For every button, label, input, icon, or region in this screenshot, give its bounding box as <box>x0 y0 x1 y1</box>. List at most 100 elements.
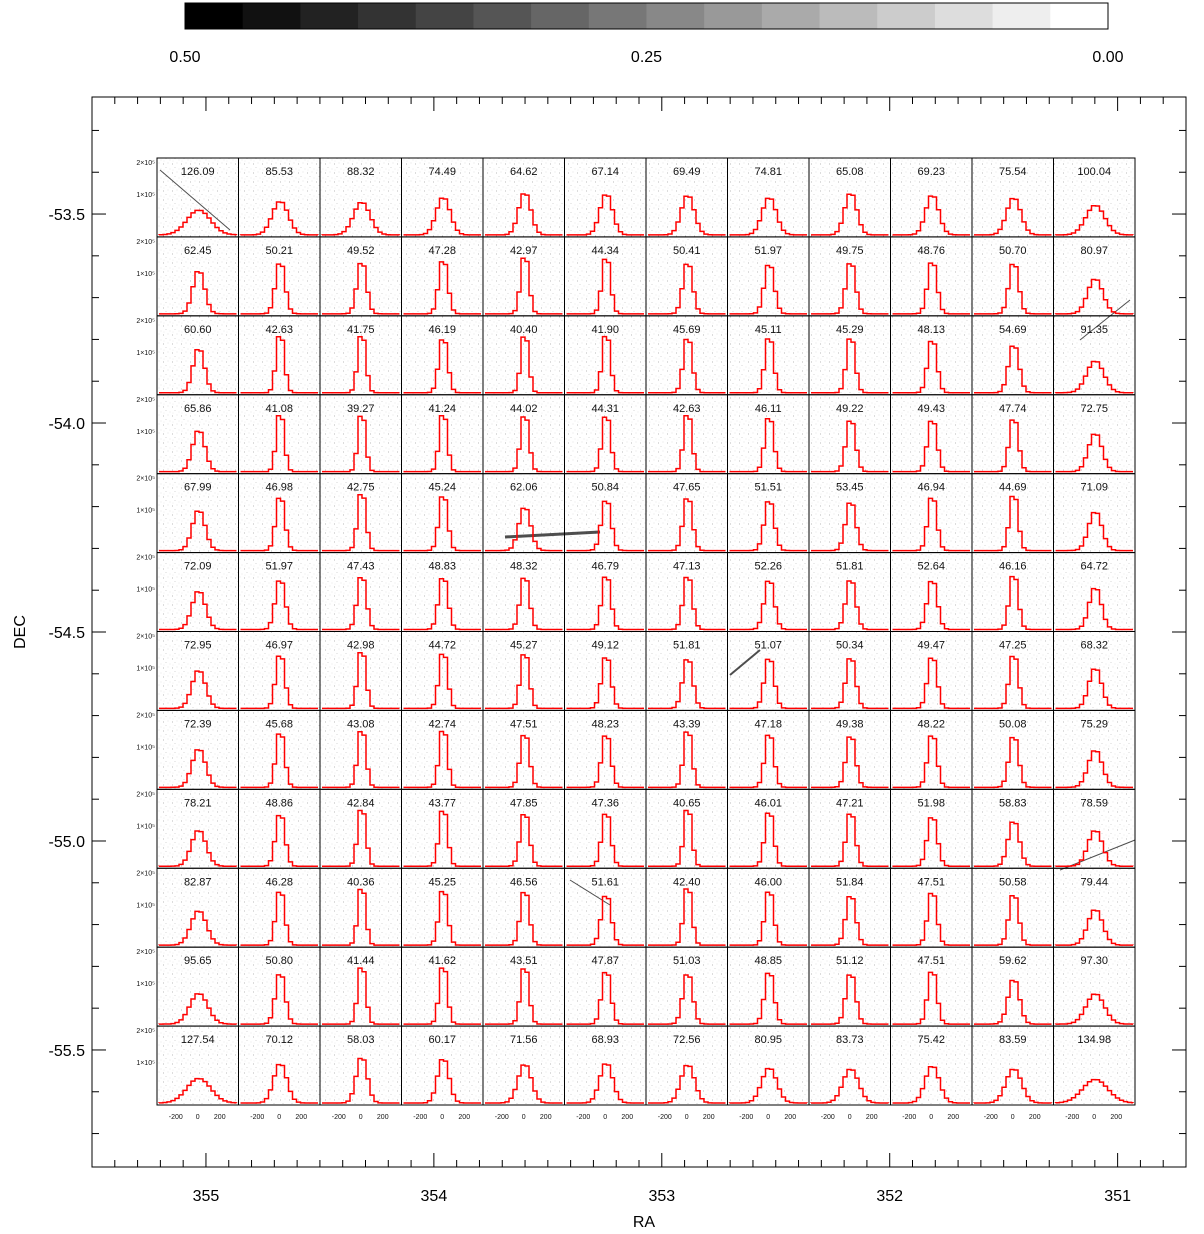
panel-value-label: 72.95 <box>184 640 212 652</box>
panel-histogram <box>240 655 318 710</box>
panel-value-label: 47.36 <box>591 797 619 809</box>
panel-value-label: 83.59 <box>999 1034 1027 1046</box>
panel-value-label: 126.09 <box>181 166 215 178</box>
panel-value-label: 60.17 <box>428 1034 456 1046</box>
panel-value-label: 127.54 <box>181 1034 215 1046</box>
panel-value-label: 48.76 <box>917 245 945 257</box>
panel-histogram <box>566 657 644 710</box>
image-streak <box>1059 839 1136 871</box>
panel-value-label: 47.65 <box>673 482 701 494</box>
panel-histogram <box>974 1068 1052 1104</box>
panel: 47.85 <box>482 788 565 869</box>
panel-x-tick-label: 200 <box>214 1114 226 1121</box>
panel-histogram <box>892 497 970 552</box>
panel: 50.58 <box>971 867 1054 948</box>
panel-y-tick-label: 1×10⁵ <box>136 271 155 278</box>
panel-histogram <box>729 197 807 236</box>
panel-histogram <box>566 735 644 789</box>
panel-value-label: 72.75 <box>1080 403 1108 415</box>
panel-histogram <box>403 339 481 394</box>
panel-value-label: 41.62 <box>428 955 456 967</box>
y-tick-label: -53.5 <box>49 207 86 224</box>
panel-histogram <box>158 209 238 236</box>
colorbar-level <box>761 3 821 29</box>
y-tick-label: -54.0 <box>49 416 86 433</box>
panel-histogram <box>729 501 807 552</box>
panel-histogram <box>159 591 237 631</box>
panel-value-label: 47.28 <box>428 245 456 257</box>
panel-histogram <box>1054 1078 1134 1104</box>
panel-histogram <box>485 1064 563 1104</box>
panel: 44.34 <box>564 236 647 317</box>
panel-histogram <box>1055 830 1133 867</box>
colorbar-level <box>934 3 994 29</box>
panel-histogram <box>1054 204 1134 236</box>
x-tick-label: 355 <box>193 1188 220 1205</box>
panel-histogram <box>403 730 481 789</box>
panel-value-label: 91.35 <box>1080 324 1108 336</box>
panel-value-label: 51.61 <box>591 876 619 888</box>
panel: 51.12 <box>808 946 891 1027</box>
panel-value-label: 51.07 <box>754 640 782 652</box>
panel-x-tick-label: 200 <box>377 1114 389 1121</box>
panel-histogram <box>485 193 563 236</box>
panel-value-label: 46.56 <box>510 876 538 888</box>
panel-histogram <box>974 345 1052 394</box>
panel-y-tick-label: 1×10⁵ <box>136 1060 155 1067</box>
panel-value-label: 50.70 <box>999 245 1027 257</box>
panel-histogram <box>403 197 481 236</box>
panel-x-tick-label: 200 <box>1110 1114 1122 1121</box>
panel-value-label: 48.13 <box>917 324 945 336</box>
panel-histogram <box>403 967 481 1025</box>
panel-histogram <box>1055 587 1133 631</box>
panel-histogram <box>974 575 1052 631</box>
panel-histogram <box>1055 909 1133 946</box>
panel-histogram <box>159 830 237 867</box>
panel-histogram <box>240 497 318 552</box>
panel-histogram <box>240 891 318 946</box>
panel-histogram <box>322 967 400 1025</box>
panel-value-label: 67.99 <box>184 482 212 494</box>
colorbar-level <box>531 3 590 29</box>
panel-histogram <box>159 271 237 315</box>
panel-value-label: 54.69 <box>999 324 1027 336</box>
panel-value-label: 47.43 <box>347 561 375 573</box>
panel-histogram <box>648 263 726 315</box>
x-tick-label: 352 <box>876 1188 903 1205</box>
panel-histogram <box>811 658 889 710</box>
panel-x-tick-label: -200 <box>169 1114 183 1121</box>
panel-y-tick-label: 2×10⁵ <box>136 555 155 562</box>
panel: 58.03 -200 0 200 <box>319 1025 402 1121</box>
panel-histogram <box>322 1057 400 1104</box>
panel-value-label: 62.06 <box>510 482 538 494</box>
panel-y-tick-label: 2×10⁵ <box>136 318 155 325</box>
panel-value-label: 47.21 <box>836 797 864 809</box>
panel-histogram <box>974 495 1052 552</box>
panel: 62.45 2×10⁵ 1×10⁵ <box>136 236 239 317</box>
panel: 40.36 <box>319 867 402 948</box>
panel-histogram <box>403 578 481 631</box>
panel-histogram <box>240 415 318 473</box>
panel-histogram <box>240 974 318 1025</box>
panel-value-label: 41.90 <box>591 324 619 336</box>
panel-histogram <box>648 414 726 473</box>
panel-value-label: 49.12 <box>591 640 619 652</box>
panel-value-label: 50.21 <box>265 245 293 257</box>
panel-histogram <box>974 655 1052 710</box>
panel-histogram <box>485 336 563 394</box>
panel-histogram <box>892 892 970 946</box>
panel-value-label: 72.09 <box>184 561 212 573</box>
panel-histogram <box>485 814 563 867</box>
panel-histogram <box>811 420 889 473</box>
panel-x-tick-label: -200 <box>984 1114 998 1121</box>
panel-histogram <box>566 813 644 867</box>
x-axis-tick-labels: 355 354 353 352 351 <box>193 1188 1131 1205</box>
panel-histogram <box>648 338 726 394</box>
panel-value-label: 49.22 <box>836 403 864 415</box>
panel-histogram <box>403 1058 481 1104</box>
panel-value-label: 48.86 <box>265 797 293 809</box>
panel-histogram <box>729 418 807 473</box>
panel-y-tick-label: 1×10⁵ <box>136 508 155 515</box>
panel-value-label: 74.49 <box>428 166 456 178</box>
panel-value-label: 47.51 <box>510 718 538 730</box>
